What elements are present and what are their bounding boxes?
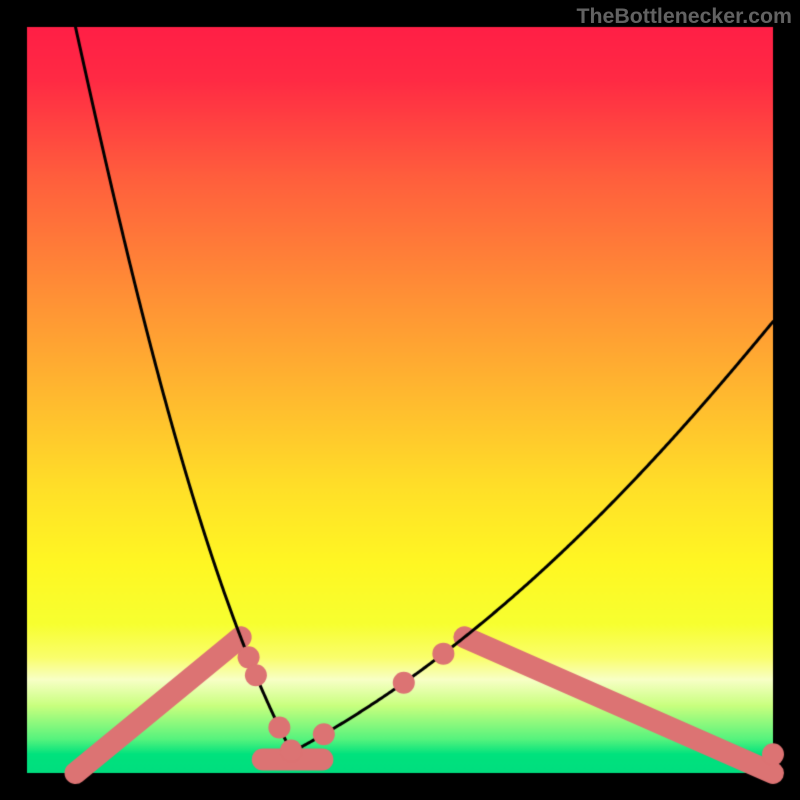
attribution-label: TheBottlenecker.com <box>576 4 792 29</box>
chart-stage: TheBottlenecker.com <box>0 0 800 800</box>
bottleneck-curve-chart <box>0 0 800 800</box>
